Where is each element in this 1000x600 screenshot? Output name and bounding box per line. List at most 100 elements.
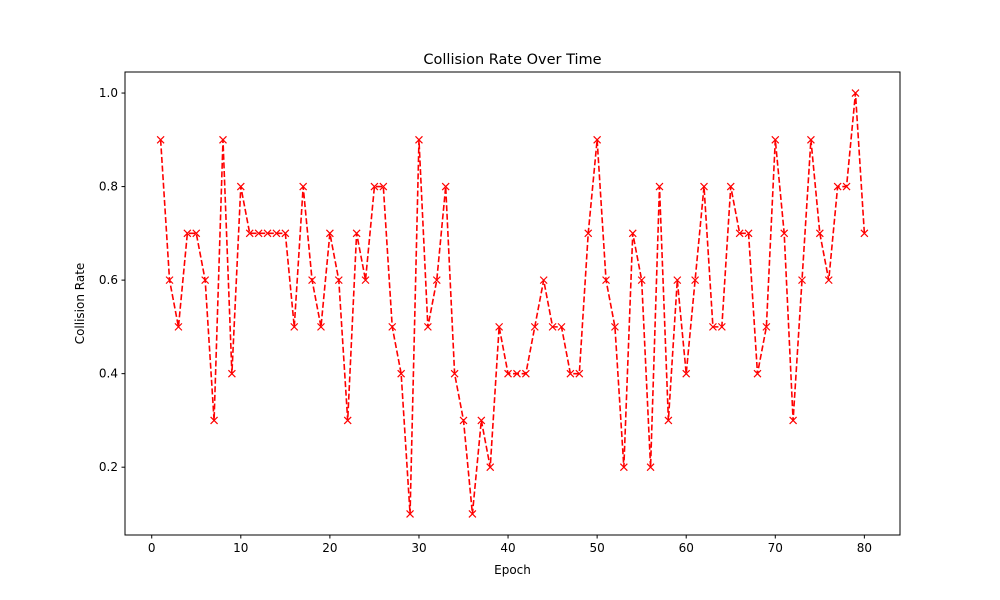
data-point-marker bbox=[192, 229, 201, 238]
data-point-marker bbox=[628, 229, 637, 238]
data-point-marker bbox=[691, 276, 700, 285]
data-point-marker bbox=[664, 416, 673, 425]
data-point-marker bbox=[798, 276, 806, 285]
data-point-marker bbox=[334, 276, 343, 285]
data-point-marker bbox=[361, 276, 370, 285]
x-tick-label: 70 bbox=[768, 541, 783, 555]
data-point-marker bbox=[521, 369, 530, 378]
data-point-marker bbox=[575, 369, 584, 378]
data-point-marker bbox=[397, 369, 406, 378]
data-point-marker bbox=[227, 369, 236, 378]
data-point-marker bbox=[860, 229, 869, 238]
data-point-marker bbox=[263, 229, 272, 238]
data-point-marker bbox=[219, 135, 227, 144]
x-tick-label: 50 bbox=[589, 541, 604, 555]
data-point-marker bbox=[236, 182, 245, 191]
data-point-marker bbox=[780, 229, 789, 238]
data-point-marker bbox=[513, 369, 521, 378]
data-point-marker bbox=[183, 229, 192, 238]
x-tick-label: 80 bbox=[857, 541, 872, 555]
x-tick-label: 10 bbox=[233, 541, 248, 555]
data-point-marker bbox=[441, 182, 450, 191]
data-point-marker bbox=[815, 229, 824, 238]
data-point-marker bbox=[281, 229, 290, 238]
data-point-marker bbox=[254, 229, 263, 238]
data-point-marker bbox=[673, 276, 682, 285]
x-axis: 0 10 20 30 40 50 60 70 80 bbox=[148, 535, 872, 555]
data-point-marker bbox=[833, 182, 842, 191]
data-point-marker bbox=[299, 182, 308, 191]
data-point-marker bbox=[370, 182, 379, 191]
data-point-marker bbox=[753, 369, 762, 378]
data-point-marker bbox=[530, 322, 539, 331]
data-point-marker bbox=[415, 135, 423, 144]
data-point-marker bbox=[450, 369, 459, 378]
y-tick-label: 0.2 bbox=[99, 460, 118, 474]
y-axis: 0.2 0.4 0.6 0.8 1.0 bbox=[99, 86, 125, 474]
y-tick-label: 0.6 bbox=[99, 273, 118, 287]
data-point-marker bbox=[317, 322, 325, 331]
data-point-marker bbox=[210, 416, 219, 425]
data-point-marker bbox=[548, 322, 557, 331]
data-point-marker bbox=[343, 416, 352, 425]
y-tick-label: 1.0 bbox=[99, 86, 118, 100]
data-point-marker bbox=[468, 510, 477, 518]
data-point-marker bbox=[308, 276, 316, 285]
data-point-marker bbox=[486, 463, 495, 472]
data-point-marker bbox=[504, 369, 512, 378]
x-tick-label: 60 bbox=[679, 541, 694, 555]
data-point-marker bbox=[406, 510, 414, 518]
data-point-marker bbox=[495, 322, 504, 331]
data-point-marker bbox=[272, 229, 281, 238]
data-point-marker bbox=[477, 416, 486, 425]
data-point-marker bbox=[245, 229, 254, 238]
data-point-marker bbox=[593, 135, 602, 144]
data-point-marker bbox=[619, 463, 628, 472]
data-point-marker bbox=[682, 369, 691, 378]
plot-frame bbox=[124, 71, 901, 536]
data-point-marker bbox=[602, 276, 610, 285]
data-point-marker bbox=[735, 229, 744, 238]
data-point-marker bbox=[388, 322, 397, 331]
series-line bbox=[159, 92, 866, 515]
data-point-marker bbox=[201, 276, 210, 285]
data-point-marker bbox=[325, 229, 334, 238]
y-tick-label: 0.4 bbox=[99, 367, 118, 381]
data-point-marker bbox=[379, 182, 388, 191]
plot-background bbox=[125, 72, 900, 535]
x-tick-label: 40 bbox=[500, 541, 515, 555]
x-tick-label: 20 bbox=[322, 541, 337, 555]
x-tick-label: 0 bbox=[148, 541, 156, 555]
data-point-marker bbox=[744, 229, 753, 238]
data-point-marker bbox=[352, 229, 361, 238]
data-point-marker bbox=[637, 276, 646, 285]
data-point-marker bbox=[762, 322, 771, 331]
data-point-marker bbox=[566, 369, 575, 378]
data-point-marker bbox=[842, 182, 851, 191]
data-point-marker bbox=[174, 322, 183, 331]
x-axis-label: Epoch bbox=[494, 563, 531, 577]
data-point-marker bbox=[700, 182, 708, 191]
data-point-marker bbox=[432, 276, 441, 285]
data-point-marker bbox=[459, 416, 468, 425]
data-point-marker bbox=[584, 229, 593, 238]
data-point-marker bbox=[290, 322, 299, 331]
data-point-marker bbox=[717, 322, 726, 331]
y-axis-label: Collision Rate bbox=[73, 263, 87, 345]
data-point-marker bbox=[709, 322, 717, 331]
data-point-marker bbox=[165, 276, 174, 285]
data-point-marker bbox=[726, 182, 735, 191]
y-tick-label: 0.8 bbox=[99, 180, 118, 194]
data-point-marker bbox=[851, 89, 860, 97]
data-point-marker bbox=[539, 276, 548, 285]
data-point-marker bbox=[423, 322, 432, 331]
x-tick-label: 30 bbox=[411, 541, 426, 555]
data-point-marker bbox=[655, 182, 664, 191]
series-layer bbox=[156, 89, 869, 518]
data-point-marker bbox=[557, 322, 566, 331]
data-point-marker bbox=[156, 135, 165, 144]
chart-title: Collision Rate Over Time bbox=[423, 52, 601, 68]
data-point-marker bbox=[646, 463, 655, 472]
data-point-marker bbox=[806, 135, 815, 144]
